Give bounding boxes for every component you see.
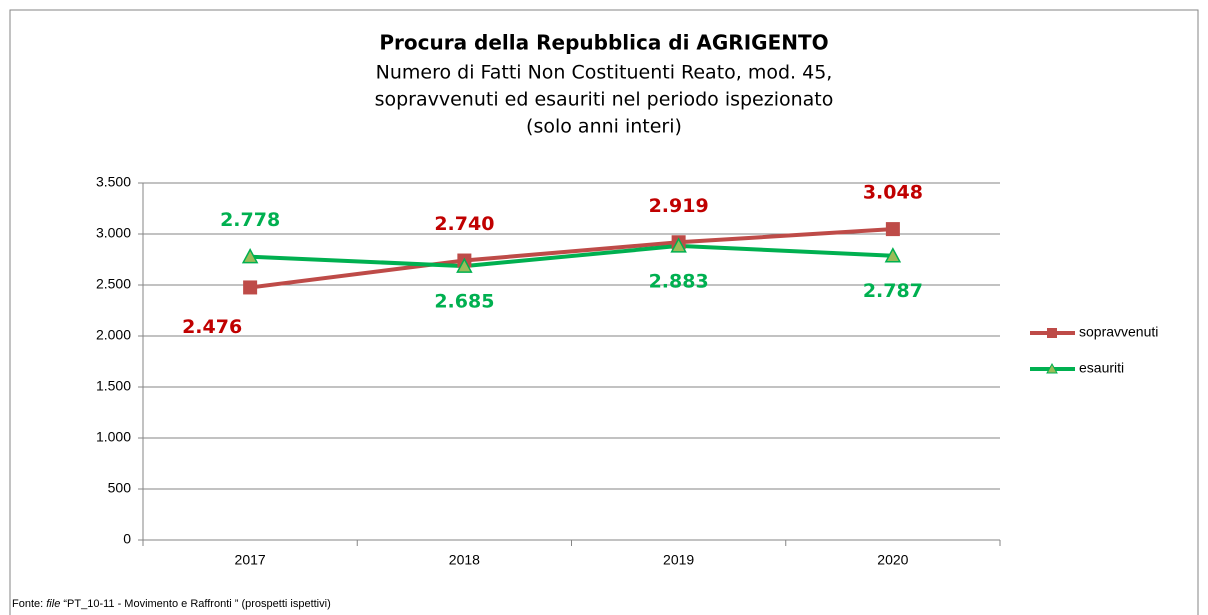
- chart-title: Procura della Repubblica di AGRIGENTO: [379, 31, 828, 55]
- data-point: [884, 247, 902, 263]
- source-text: “PT_10-11 - Movimento e Raffronti ” (pro…: [60, 598, 330, 610]
- legend-marker: [1046, 362, 1058, 374]
- y-tick-label: 3.500: [96, 174, 131, 190]
- legend-label: esauriti: [1079, 360, 1124, 376]
- series-line: [249, 227, 893, 290]
- y-tick-label: 2.500: [96, 276, 131, 292]
- data-point: [885, 222, 900, 237]
- data-point: [670, 237, 687, 253]
- chart-subtitle: (solo anni interi): [526, 116, 682, 138]
- data-point: [241, 248, 259, 264]
- source-text: Fonte:: [12, 598, 46, 610]
- legend-label: sopravvenuti: [1079, 324, 1158, 340]
- x-tick-label: 2019: [663, 552, 694, 568]
- x-tick-label: 2020: [877, 552, 908, 568]
- chart-subtitle: sopravvenuti ed esauriti nel periodo isp…: [375, 89, 834, 111]
- chart-frame: [9, 9, 1199, 615]
- legend-marker: [1047, 328, 1057, 338]
- data-label: 2.740: [434, 213, 494, 235]
- data-label: 3.048: [863, 182, 923, 204]
- y-tick-label: 3.000: [96, 225, 131, 241]
- data-label: 2.685: [434, 291, 494, 313]
- data-label: 2.919: [649, 195, 709, 217]
- chart-subtitle: Numero di Fatti Non Costituenti Reato, m…: [376, 62, 833, 84]
- data-label: 2.883: [649, 270, 709, 292]
- data-point: [456, 257, 473, 273]
- y-tick-label: 0: [123, 531, 131, 547]
- source-text: file: [46, 598, 60, 610]
- y-tick-label: 1.500: [96, 378, 131, 394]
- x-tick-label: 2018: [449, 552, 480, 568]
- y-tick-label: 2.000: [96, 327, 131, 343]
- source-note: Fonte: file “PT_10-11 - Movimento e Raff…: [12, 598, 331, 610]
- series-line: [250, 243, 893, 269]
- data-point: [243, 280, 258, 295]
- data-label: 2.787: [863, 280, 923, 302]
- x-tick-label: 2017: [235, 552, 266, 568]
- y-tick-label: 1.000: [96, 429, 131, 445]
- data-label: 2.778: [220, 209, 280, 231]
- data-label: 2.476: [182, 316, 242, 338]
- y-tick-label: 500: [108, 480, 132, 496]
